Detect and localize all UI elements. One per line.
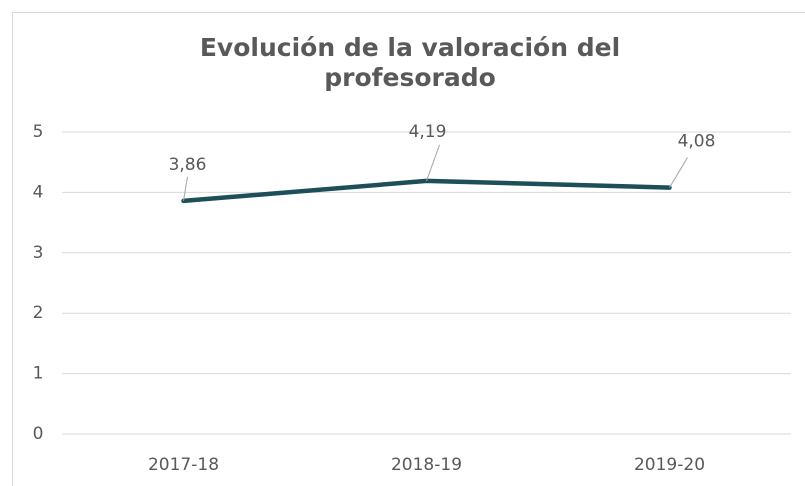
y-tick-label: 3 xyxy=(33,243,44,263)
leader-line xyxy=(183,176,188,201)
y-tick-label: 2 xyxy=(33,303,44,323)
x-tick-label: 2018-19 xyxy=(391,455,462,475)
data-label: 4,19 xyxy=(409,122,447,142)
leader-line xyxy=(426,144,440,182)
data-label: 4,08 xyxy=(678,132,716,152)
y-tick-label: 5 xyxy=(33,122,44,142)
chart-title: Evolución de la valoración del profesora… xyxy=(199,33,621,92)
leader-line xyxy=(669,157,688,188)
x-tick-label: 2017-18 xyxy=(148,455,219,475)
y-tick-label: 0 xyxy=(33,424,44,444)
data-label: 3,86 xyxy=(169,155,207,175)
x-tick-label: 2019-20 xyxy=(634,455,705,475)
y-tick-label: 1 xyxy=(33,364,44,384)
chart-border xyxy=(12,12,805,486)
y-tick-label: 4 xyxy=(33,182,44,202)
